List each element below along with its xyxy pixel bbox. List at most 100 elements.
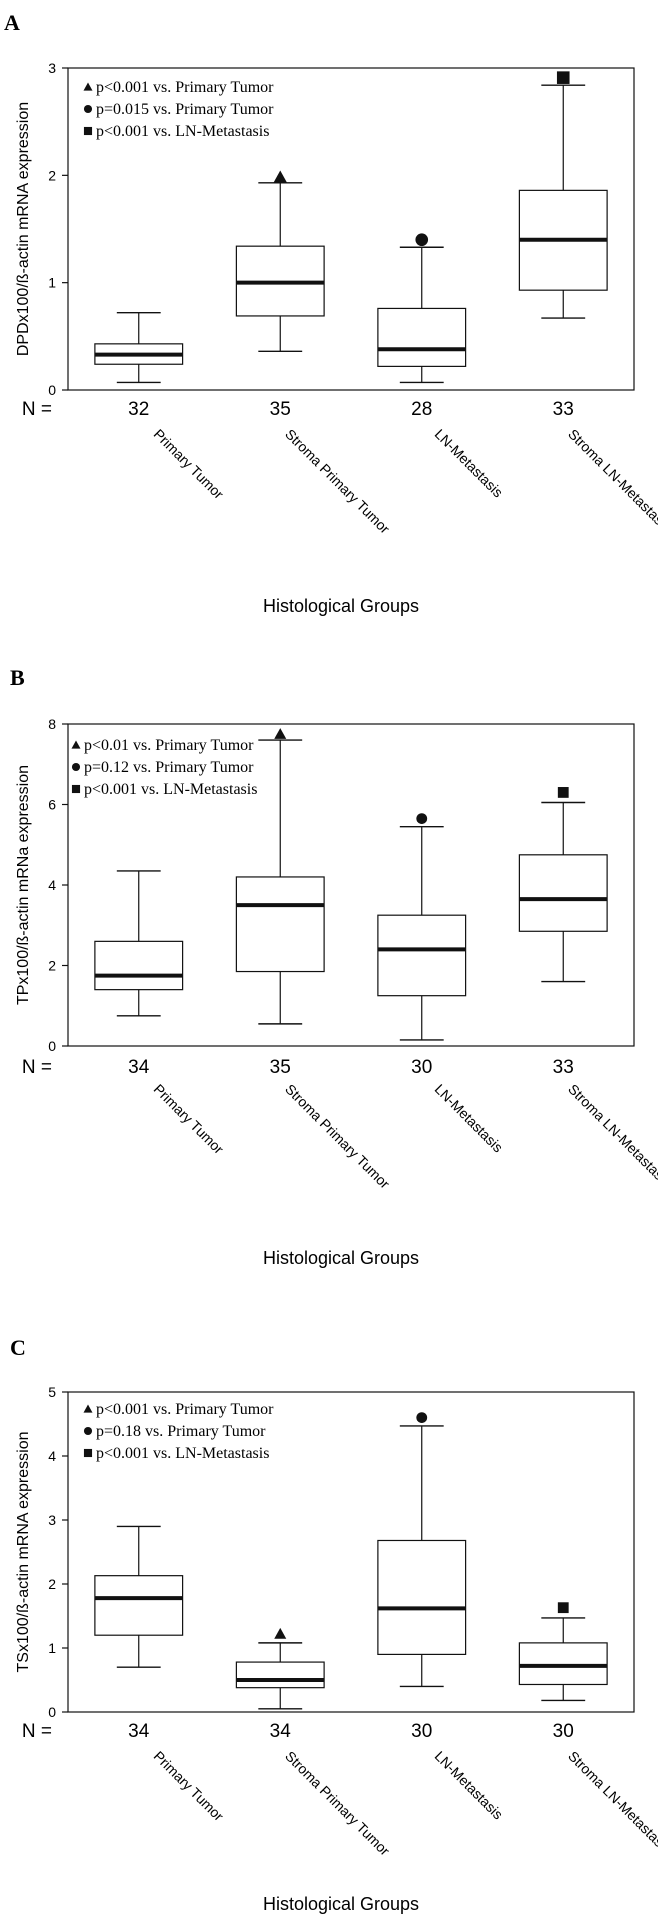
y-tick-label: 0 (48, 382, 56, 398)
category-label: LN-Metastasis (432, 426, 507, 501)
n-count: 30 (411, 1057, 432, 1078)
significance-square-marker (556, 71, 570, 84)
legend-text: p<0.01 vs. Primary Tumor (84, 737, 254, 754)
significance-circle-marker (416, 813, 428, 824)
legend-circle-icon (83, 1426, 93, 1436)
n-count: 34 (128, 1721, 150, 1742)
iqr-box (235, 876, 325, 973)
n-label: N = (22, 399, 52, 420)
legend-text: p=0.18 vs. Primary Tumor (96, 1423, 266, 1440)
significance-circle-marker (416, 1412, 428, 1423)
category-label: LN-Metastasis (432, 1081, 507, 1156)
iqr-box (235, 1661, 325, 1689)
x-axis-label: Histological Groups (263, 1248, 419, 1268)
n-count: 33 (553, 399, 574, 420)
y-tick-label: 3 (48, 1512, 56, 1528)
legend-triangle-icon (71, 740, 81, 749)
iqr-box (377, 914, 467, 997)
legend-square-icon (83, 126, 93, 136)
iqr-box (94, 1575, 184, 1636)
n-count: 30 (553, 1721, 574, 1742)
box-2 (235, 728, 325, 1025)
category-label: Stroma LN-Metastasis (565, 1748, 658, 1857)
significance-square-marker (557, 787, 569, 798)
box-4 (518, 787, 608, 983)
significance-circle-marker (415, 233, 429, 247)
panel-label: B (10, 665, 25, 690)
legend-text: p<0.001 vs. LN-Metastasis (96, 1445, 269, 1462)
iqr-box (518, 854, 608, 932)
significance-square-marker (557, 1602, 569, 1614)
y-tick-label: 2 (48, 958, 56, 974)
box-1 (94, 312, 184, 384)
n-count: 34 (270, 1721, 292, 1742)
box-3 (377, 813, 467, 1041)
legend-circle-icon (83, 104, 93, 114)
y-axis-label: DPDx100/ß-actin mRNA expression (15, 102, 32, 356)
n-count: 28 (411, 399, 432, 420)
y-tick-label: 2 (48, 1576, 56, 1592)
iqr-box (377, 307, 467, 367)
y-axis-label: TPx100/ß-actin mRNa expression (15, 765, 32, 1005)
category-label: Stroma LN-Metastasis (565, 1081, 658, 1190)
category-label: Stroma LN-Metastasis (565, 426, 658, 535)
panel-label: C (10, 1335, 26, 1360)
y-tick-label: 6 (48, 797, 56, 813)
iqr-box (377, 1539, 467, 1655)
y-tick-label: 1 (48, 275, 56, 291)
category-label: LN-Metastasis (432, 1748, 507, 1823)
legend-text: p<0.001 vs. LN-Metastasis (84, 781, 257, 798)
significance-triangle-marker (274, 728, 287, 739)
box-1 (94, 1525, 184, 1668)
x-axis-label: Histological Groups (263, 1894, 419, 1914)
legend-square-icon (71, 784, 81, 794)
legend-text: p<0.001 vs. Primary Tumor (96, 79, 274, 96)
category-label: Primary Tumor (151, 1081, 227, 1157)
legend-triangle-icon (83, 82, 93, 91)
n-count: 34 (128, 1057, 150, 1078)
box-3 (377, 233, 467, 384)
iqr-box (94, 940, 184, 991)
category-label: Stroma Primary Tumor (282, 426, 393, 537)
y-tick-label: 3 (48, 60, 56, 76)
n-count: 35 (270, 399, 291, 420)
box-3 (377, 1412, 467, 1688)
legend-text: p<0.001 vs. Primary Tumor (96, 1401, 274, 1418)
n-count: 35 (270, 1057, 291, 1078)
n-count: 30 (411, 1721, 432, 1742)
chart-panel-a: A 0 1 2 3 DPDx100/ß-actin mRNA expression 32Pr… (4, 10, 658, 616)
legend-triangle-icon (83, 1404, 93, 1413)
box-4 (518, 71, 608, 319)
n-label: N = (22, 1057, 52, 1078)
legend-square-icon (83, 1448, 93, 1458)
y-tick-label: 4 (48, 877, 56, 893)
legend-text: p=0.12 vs. Primary Tumor (84, 759, 254, 776)
y-axis-label: TSx100/ß-actin mRNA expression (15, 1432, 32, 1673)
y-tick-label: 2 (48, 167, 56, 183)
category-label: Primary Tumor (151, 426, 227, 502)
y-tick-label: 8 (48, 716, 56, 732)
box-2 (235, 170, 325, 353)
x-axis-label: Histological Groups (263, 596, 419, 616)
chart-panel-b: B 0 2 4 6 8 TPx100/ß-actin mRNa expression 34Pr… (10, 665, 658, 1268)
y-tick-label: 4 (48, 1448, 56, 1464)
box-4 (518, 1602, 608, 1702)
category-label: Stroma Primary Tumor (282, 1081, 393, 1192)
plot-frame (67, 67, 635, 391)
legend-circle-icon (71, 762, 81, 772)
plot-frame (67, 1391, 635, 1713)
category-label: Primary Tumor (151, 1748, 227, 1824)
box-1 (94, 870, 184, 1017)
y-tick-label: 0 (48, 1038, 56, 1054)
legend-text: p=0.015 vs. Primary Tumor (96, 101, 274, 118)
category-label: Stroma Primary Tumor (282, 1748, 393, 1859)
legend-text: p<0.001 vs. LN-Metastasis (96, 123, 269, 140)
n-count: 33 (553, 1057, 574, 1078)
y-tick-label: 0 (48, 1704, 56, 1720)
n-label: N = (22, 1721, 52, 1742)
significance-triangle-marker (273, 170, 288, 184)
y-tick-label: 5 (48, 1384, 56, 1400)
y-tick-label: 1 (48, 1640, 56, 1656)
